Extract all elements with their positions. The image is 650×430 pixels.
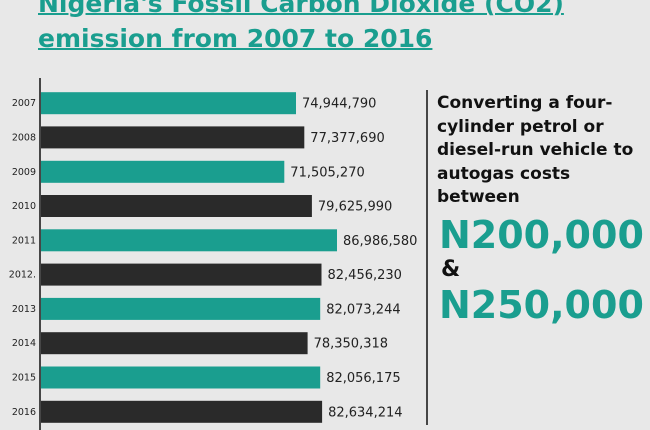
chart-title: Nigeria's Fossil Carbon Dioxide (CO2) em… — [38, 0, 564, 53]
bar-8 — [41, 366, 321, 389]
bar-6 — [41, 297, 321, 320]
year-label: 2008 — [12, 132, 36, 143]
value-label: 82,634,214 — [328, 405, 402, 420]
value-label: 77,377,690 — [310, 131, 384, 146]
bar-3 — [41, 195, 312, 217]
bar-5 — [41, 263, 322, 286]
bar-9 — [41, 400, 323, 423]
bar-4 — [41, 229, 337, 252]
bar-2 — [41, 160, 285, 183]
amount-connector: & — [441, 256, 461, 282]
side-description: Converting a four-cylinder petrol or die… — [437, 93, 634, 207]
year-label: 2010 — [12, 201, 36, 212]
value-label: 74,944,790 — [302, 97, 376, 112]
year-label: 2013 — [12, 304, 36, 315]
year-label: 2007 — [12, 98, 36, 109]
side-panel: Converting a four-cylinder petrol or die… — [437, 92, 647, 328]
bar-7 — [41, 332, 308, 355]
value-label: 79,625,990 — [318, 200, 392, 215]
bar-0 — [41, 92, 296, 115]
year-label: 2011 — [12, 235, 36, 246]
year-label: 2009 — [12, 167, 36, 178]
amount-low: N200,000 — [439, 212, 644, 257]
amount-high: N250,000 — [439, 282, 644, 327]
value-label: 82,456,230 — [328, 268, 402, 283]
value-label: 82,056,175 — [326, 371, 400, 386]
value-label: 82,073,244 — [326, 302, 400, 317]
year-label: 2016 — [12, 407, 36, 418]
year-label: 2014 — [12, 338, 36, 349]
year-label: 2015 — [12, 373, 36, 384]
value-label: 78,350,318 — [314, 337, 388, 352]
value-label: 86,986,580 — [343, 234, 417, 249]
value-label: 71,505,270 — [290, 165, 364, 180]
year-label: 2012. — [9, 270, 36, 281]
bar-1 — [41, 126, 305, 149]
